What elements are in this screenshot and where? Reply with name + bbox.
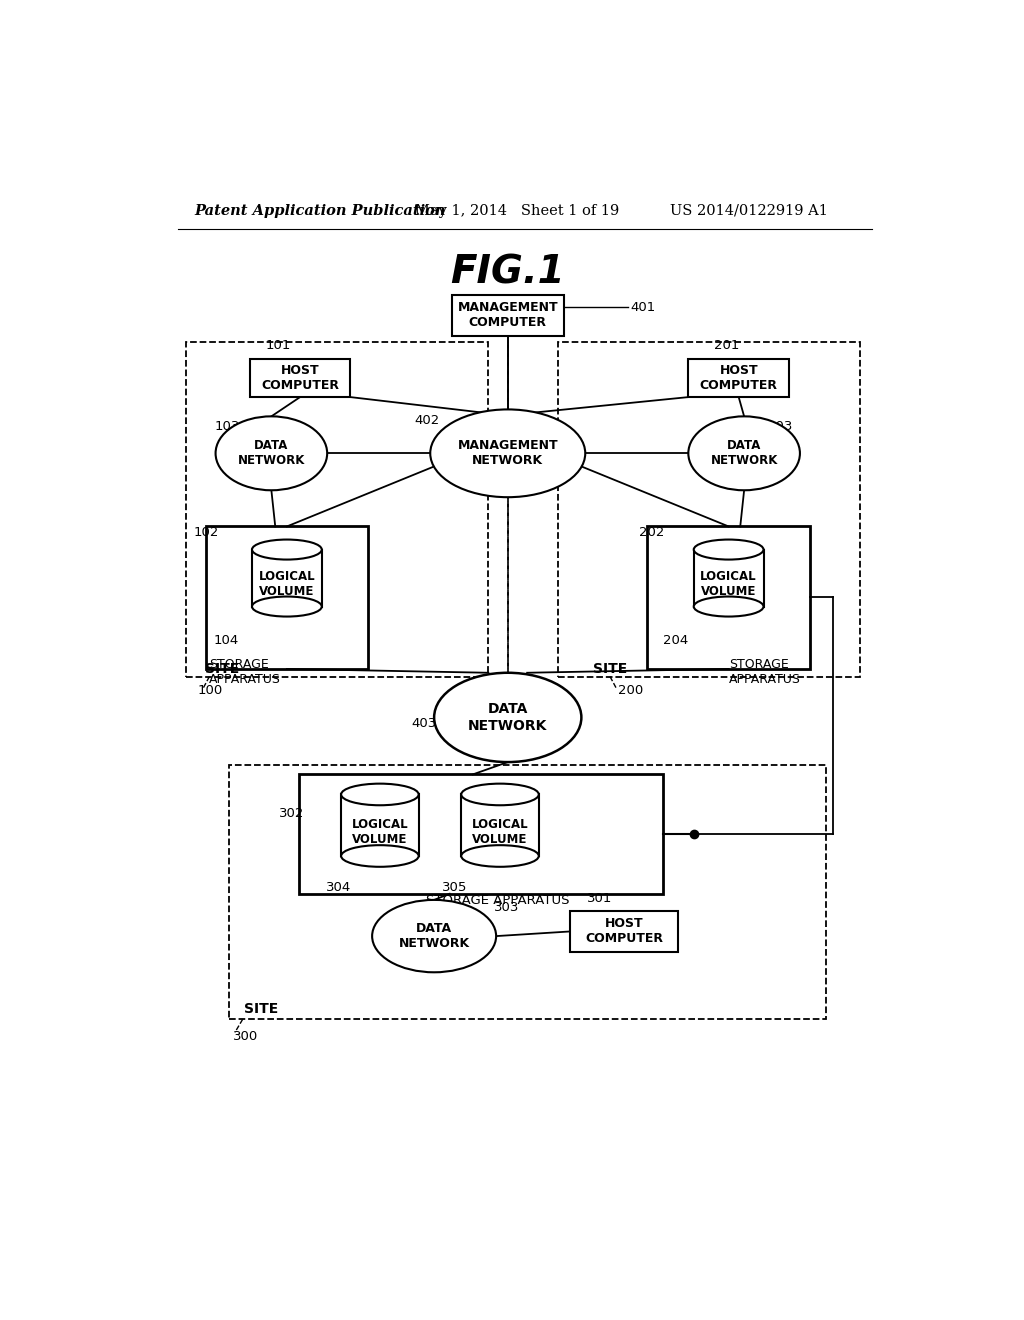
Ellipse shape xyxy=(461,845,539,867)
Text: US 2014/0122919 A1: US 2014/0122919 A1 xyxy=(671,203,828,218)
Ellipse shape xyxy=(252,540,322,560)
Text: MANAGEMENT
COMPUTER: MANAGEMENT COMPUTER xyxy=(458,301,558,330)
Bar xyxy=(186,342,488,677)
Text: STORAGE
APPARATUS: STORAGE APPARATUS xyxy=(729,657,801,686)
Text: 104: 104 xyxy=(213,634,239,647)
Text: LOGICAL
VOLUME: LOGICAL VOLUME xyxy=(351,818,409,846)
Text: 202: 202 xyxy=(640,525,665,539)
Text: 101: 101 xyxy=(266,339,291,352)
Text: 401: 401 xyxy=(630,301,655,314)
Text: 301: 301 xyxy=(587,892,612,906)
Bar xyxy=(452,296,564,335)
Ellipse shape xyxy=(372,900,496,973)
Ellipse shape xyxy=(693,597,764,616)
Text: 402: 402 xyxy=(415,414,440,428)
Text: 302: 302 xyxy=(280,807,304,820)
Text: 103: 103 xyxy=(215,420,241,433)
Text: 200: 200 xyxy=(617,684,643,697)
Text: 403: 403 xyxy=(411,717,436,730)
Ellipse shape xyxy=(693,540,764,560)
Text: LOGICAL
VOLUME: LOGICAL VOLUME xyxy=(259,570,315,598)
Text: 201: 201 xyxy=(714,339,739,352)
Bar xyxy=(558,342,860,677)
Text: HOST
COMPUTER: HOST COMPUTER xyxy=(699,364,777,392)
Text: SITE: SITE xyxy=(593,661,628,676)
Text: 305: 305 xyxy=(442,882,467,895)
Bar xyxy=(341,795,419,855)
Bar xyxy=(569,911,678,952)
Text: DATA
NETWORK: DATA NETWORK xyxy=(238,440,305,467)
Bar xyxy=(693,549,764,607)
Ellipse shape xyxy=(434,673,582,762)
Text: STORAGE APPARATUS: STORAGE APPARATUS xyxy=(426,894,570,907)
Text: LOGICAL
VOLUME: LOGICAL VOLUME xyxy=(472,818,528,846)
Bar xyxy=(252,549,322,607)
Bar xyxy=(228,766,825,1019)
Text: LOGICAL
VOLUME: LOGICAL VOLUME xyxy=(700,570,757,598)
Bar xyxy=(461,795,539,855)
Ellipse shape xyxy=(341,784,419,805)
Text: Patent Application Publication: Patent Application Publication xyxy=(194,203,445,218)
Text: 100: 100 xyxy=(198,684,223,697)
Ellipse shape xyxy=(252,597,322,616)
Text: 300: 300 xyxy=(233,1030,259,1043)
Text: HOST
COMPUTER: HOST COMPUTER xyxy=(585,917,663,945)
Ellipse shape xyxy=(461,784,539,805)
Text: 204: 204 xyxy=(663,634,688,647)
Text: May 1, 2014   Sheet 1 of 19: May 1, 2014 Sheet 1 of 19 xyxy=(415,203,618,218)
Text: 203: 203 xyxy=(767,420,793,433)
Text: DATA
NETWORK: DATA NETWORK xyxy=(711,440,778,467)
Text: 303: 303 xyxy=(494,902,519,915)
Bar xyxy=(206,527,369,669)
Ellipse shape xyxy=(688,416,800,490)
Ellipse shape xyxy=(341,845,419,867)
Ellipse shape xyxy=(430,409,586,498)
Text: DATA
NETWORK: DATA NETWORK xyxy=(468,702,548,733)
Text: SITE: SITE xyxy=(206,661,240,676)
Text: MANAGEMENT
NETWORK: MANAGEMENT NETWORK xyxy=(458,440,558,467)
Text: DATA
NETWORK: DATA NETWORK xyxy=(398,923,470,950)
Text: SITE: SITE xyxy=(245,1002,279,1016)
Ellipse shape xyxy=(216,416,328,490)
Text: STORAGE
APPARATUS: STORAGE APPARATUS xyxy=(209,657,282,686)
Bar xyxy=(299,775,663,894)
Bar xyxy=(688,359,790,397)
Text: FIG.1: FIG.1 xyxy=(451,253,565,292)
Text: 304: 304 xyxy=(326,882,351,895)
Bar xyxy=(647,527,810,669)
Bar xyxy=(250,359,350,397)
Text: 102: 102 xyxy=(194,525,219,539)
Text: HOST
COMPUTER: HOST COMPUTER xyxy=(261,364,339,392)
